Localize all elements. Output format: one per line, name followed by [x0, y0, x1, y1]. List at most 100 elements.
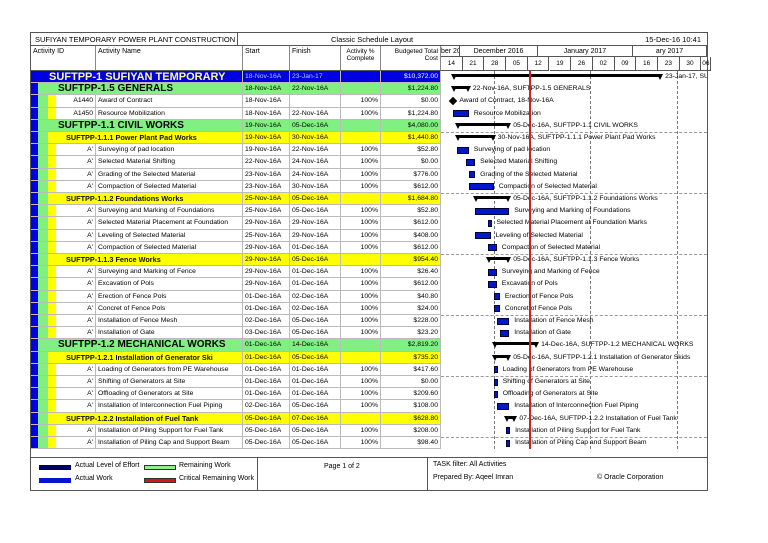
wbs-indent-l1	[31, 144, 38, 156]
percent-complete: 100%	[341, 180, 381, 192]
col-header-id[interactable]: Activity ID	[31, 46, 96, 71]
wbs-indent-l3	[48, 437, 56, 449]
timeline-month: December 2016	[460, 46, 538, 57]
activity-row[interactable]: A' Installation of Gate 03-Dec-16A 05-Dec-1…	[31, 327, 441, 340]
col-header-name[interactable]: Activity Name	[96, 46, 243, 71]
wbs-row[interactable]: SUFTPP-1.2 MECHANICAL WORKS 01-Dec-16A 14-…	[31, 339, 441, 352]
activity-bar[interactable]	[506, 427, 511, 435]
activity-row[interactable]: A' Concret of Fence Pols 01-Dec-16A 02-Dec-…	[31, 302, 441, 315]
summary-bar[interactable]	[491, 354, 511, 361]
activity-bar[interactable]	[506, 439, 511, 447]
wbs-row[interactable]: SUFTPP-1.2.1 Installation of Generator S…	[31, 351, 441, 364]
legend-loe: Actual Level of Effort	[75, 462, 140, 469]
summary-bar[interactable]	[451, 74, 663, 80]
activity-row[interactable]: A' Surveying of pad location 19-Nov-16A 22-…	[31, 144, 441, 157]
summary-bar[interactable]	[454, 135, 496, 141]
wbs-indent-l3	[48, 327, 56, 339]
activity-bar[interactable]	[465, 158, 476, 166]
activity-bar[interactable]	[475, 207, 510, 215]
summary-bar[interactable]	[491, 342, 540, 349]
activity-row[interactable]: A' Installation of Piling Cap and Support…	[31, 437, 441, 450]
activity-bar[interactable]	[453, 110, 469, 118]
activity-bar[interactable]	[468, 171, 476, 179]
activity-bar[interactable]	[487, 219, 492, 227]
wbs-indent-l3	[48, 388, 56, 400]
percent-complete: 100%	[341, 217, 381, 229]
activity-row[interactable]: A' Installation of Interconnection Fuel P…	[31, 400, 441, 413]
start-date: 01-Dec-16A	[243, 388, 290, 400]
col-header-pct[interactable]: Activity % Complete	[341, 46, 381, 71]
start-date: 29-Nov-16A	[243, 241, 290, 253]
activity-bar[interactable]	[487, 268, 497, 276]
timeline-week: 23	[658, 57, 680, 71]
summary-bar[interactable]	[454, 122, 511, 129]
activity-row[interactable]: A' Loading of Generators from PE Warehous…	[31, 363, 441, 376]
start-date: 02-Dec-16A	[243, 315, 290, 327]
activity-bar[interactable]	[496, 317, 510, 325]
activity-bar[interactable]	[493, 390, 498, 398]
activity-name: SUFTPP-1.1.1 Power Plant Pad Works	[64, 132, 243, 144]
activity-bar[interactable]	[475, 232, 491, 240]
activity-row[interactable]: A' Excavation of Pols 29-Nov-16A 01-Dec-16A…	[31, 278, 441, 291]
finish-date: 01-Dec-16A	[290, 266, 341, 278]
activity-row[interactable]: A' Compaction of Selected Material 29-Nov-…	[31, 241, 441, 254]
activity-id: A'	[56, 376, 96, 388]
activity-bar[interactable]	[493, 293, 500, 301]
activity-id: A'	[56, 437, 96, 449]
activity-bar[interactable]	[493, 305, 500, 313]
wbs-row[interactable]: SUFTPP-1.5 GENERALS 18-Nov-16A 22-Nov-16A $…	[31, 83, 441, 96]
activity-row[interactable]: A' Offloading of Generators at Site 01-Dec…	[31, 388, 441, 401]
activity-bar[interactable]	[468, 183, 494, 191]
activity-bar[interactable]	[456, 146, 469, 154]
col-header-cost[interactable]: Budgeted Total Cost	[381, 46, 441, 71]
activity-row[interactable]: A' Surveying and Marking of Foundations 25…	[31, 205, 441, 218]
summary-bar[interactable]	[473, 196, 512, 202]
activity-row[interactable]: A' Installation of Fence Mesh 02-Dec-16A 05…	[31, 315, 441, 328]
wbs-row[interactable]: SUFTPP-1.1.2 Foundations Works 25-Nov-16A…	[31, 193, 441, 206]
activity-name: SUFTPP-1.2 MECHANICAL WORKS	[56, 339, 243, 351]
activity-bar[interactable]	[493, 366, 498, 374]
activity-bar[interactable]	[499, 329, 510, 337]
activity-row[interactable]: A' Leveling of Selected Material 25-Nov-16…	[31, 229, 441, 242]
layout-name: Classic Schedule Layout	[331, 35, 414, 44]
wbs-indent-l2	[38, 229, 48, 241]
percent-complete: 100%	[341, 315, 381, 327]
activity-bar[interactable]	[487, 280, 497, 288]
activity-row[interactable]: A1440 Award of Contract 18-Nov-16A 100% $0.0…	[31, 95, 441, 108]
summary-bar[interactable]	[485, 257, 511, 263]
wbs-row[interactable]: SUFTPP-1.1.3 Fence Works 29-Nov-16A 05-Dec…	[31, 254, 441, 267]
wbs-row[interactable]: SUFTPP-1 SUFIYAN TEMPORARY 18-Nov-16A 23-J…	[31, 71, 441, 84]
percent-complete: 100%	[341, 278, 381, 290]
activity-row[interactable]: A' Grading of the Selected Material 23-Nov…	[31, 168, 441, 181]
wbs-indent-l3	[48, 302, 56, 314]
activity-bar[interactable]	[487, 244, 497, 252]
activity-row[interactable]: A' Compaction of Selected Material 23-Nov-…	[31, 180, 441, 193]
finish-date: 05-Dec-16A	[290, 424, 341, 436]
wbs-indent-l1	[31, 83, 38, 95]
activity-bar[interactable]	[493, 378, 498, 386]
activity-bar[interactable]	[496, 402, 510, 410]
bar-label: Installation of Piling Cap and Support B…	[515, 439, 647, 446]
wbs-row[interactable]: SUFTPP-1.1 CIVIL WORKS 19-Nov-16A 05-Dec-1…	[31, 119, 441, 132]
summary-bar[interactable]	[451, 86, 471, 93]
col-header-start[interactable]: Start	[243, 46, 290, 71]
summary-bar[interactable]	[504, 415, 518, 422]
wbs-row[interactable]: SUFTPP-1.1.1 Power Plant Pad Works 19-Nov…	[31, 132, 441, 145]
activity-id: A'	[56, 363, 96, 375]
finish-date: 24-Nov-16A	[290, 156, 341, 168]
percent-complete: 100%	[341, 363, 381, 375]
bar-label: Surveying of pad location	[473, 146, 551, 154]
wbs-indent-l1	[31, 315, 38, 327]
activity-row[interactable]: A1450 Resource Mobilization 18-Nov-16A 22-N…	[31, 107, 441, 120]
activity-row[interactable]: A' Selected Material Shifting 22-Nov-16A 24…	[31, 156, 441, 169]
milestone-diamond[interactable]	[449, 97, 458, 106]
wbs-indent-l2	[38, 193, 48, 205]
activity-row[interactable]: A' Selected Material Placement at Foundat…	[31, 217, 441, 230]
activity-row[interactable]: A' Installation of Piling Support for Fue…	[31, 424, 441, 437]
col-header-finish[interactable]: Finish	[290, 46, 341, 71]
activity-row[interactable]: A' Surveying and Marking of Fence 29-Nov-1…	[31, 266, 441, 279]
wbs-indent-l2	[38, 217, 48, 229]
activity-row[interactable]: A' Shifting of Generators at Site 01-Dec-1…	[31, 376, 441, 389]
activity-row[interactable]: A' Erection of Fence Pols 01-Dec-16A 02-Dec…	[31, 290, 441, 303]
wbs-row[interactable]: SUFTPP-1.2.2 Installation of Fuel Tank 05…	[31, 412, 441, 425]
